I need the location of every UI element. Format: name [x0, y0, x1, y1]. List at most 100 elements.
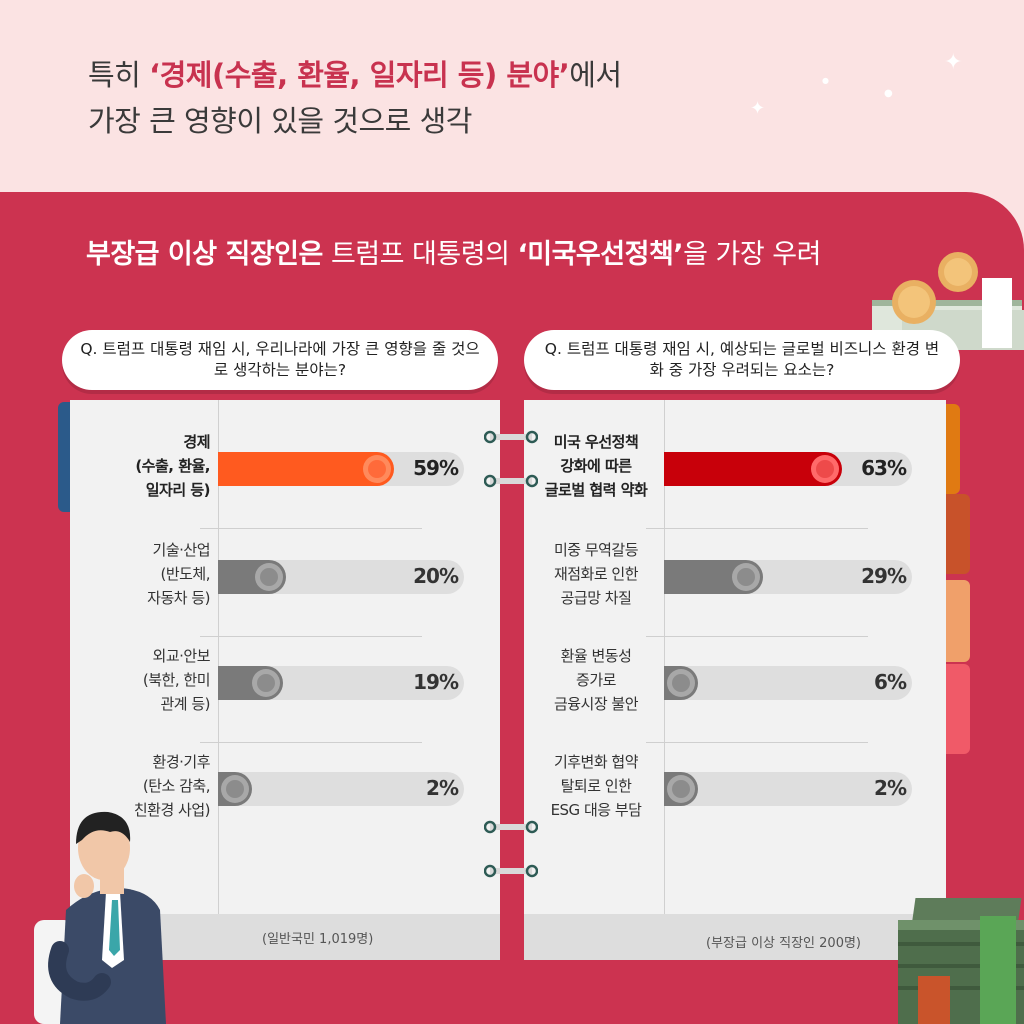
bar-track — [664, 560, 912, 594]
bar-knob — [255, 563, 283, 591]
bar-knob-inner — [226, 780, 244, 798]
subhead-text-end: 을 가장 우려 — [683, 239, 821, 270]
category-label: 경제 (수출, 환율, 일자리 등) — [90, 430, 210, 502]
row-separator — [200, 742, 422, 743]
value-label: 63% — [861, 456, 907, 480]
category-label-line: 강화에 따른 — [560, 457, 632, 475]
right-tab — [946, 664, 970, 754]
bar-track — [664, 666, 912, 700]
category-label-line: 환경·기후 — [152, 753, 211, 771]
category-label-line: (북한, 한미 — [142, 671, 211, 689]
bar-knob-inner — [368, 460, 386, 478]
bar-knob — [811, 455, 839, 483]
category-label-line: 경제 — [183, 433, 210, 451]
category-label-line: 일자리 등) — [145, 481, 211, 499]
category-label-line: 미중 무역갈등 — [553, 541, 639, 559]
binder-ring-icon — [484, 864, 538, 878]
headline-text-end: 에서 — [569, 58, 622, 92]
footnote-left: (일반국민 1,019명) — [262, 932, 374, 947]
money-stack-icon — [898, 898, 1024, 1024]
sparkle-icon: ● — [884, 88, 893, 99]
value-label: 2% — [426, 776, 459, 800]
category-label-line: 금융시장 불안 — [553, 695, 639, 713]
value-label: 19% — [413, 670, 459, 694]
category-label-line: 자동차 등) — [147, 589, 210, 607]
bar-knob — [221, 775, 249, 803]
binder-ring-icon — [484, 430, 538, 444]
businessman-illustration — [34, 811, 166, 1024]
bar-track — [664, 452, 912, 486]
row-separator — [646, 636, 868, 637]
bar-track — [218, 560, 464, 594]
category-label: 환경·기후 (탄소 감축, 친환경 사업) — [90, 750, 211, 822]
value-label: 6% — [874, 670, 907, 694]
category-label-line: ESG 대응 부담 — [550, 801, 642, 819]
subhead-emphasis: ‘미국우선정책’ — [517, 239, 684, 270]
category-label-line: 친환경 사업) — [133, 801, 211, 819]
question-bubble-right: Q. 트럼프 대통령 재임 시, 예상되는 글로벌 비즈니스 환경 변화 중 가… — [524, 330, 960, 390]
bar-knob-inner — [257, 674, 275, 692]
subhead-text: 트럼프 대통령의 — [322, 239, 518, 270]
category-label-line: 외교·안보 — [152, 647, 211, 665]
value-label: 2% — [874, 776, 907, 800]
bar-track — [218, 666, 464, 700]
category-label-line: 환율 변동성 — [560, 647, 632, 665]
row-separator — [200, 636, 422, 637]
category-label-line: (탄소 감축, — [142, 777, 211, 795]
category-label-line: 기술·산업 — [152, 541, 211, 559]
value-label: 59% — [413, 456, 459, 480]
binder-ring-icon — [484, 820, 538, 834]
subhead-bold: 부장급 이상 직장인은 — [86, 239, 323, 270]
headline-emphasis: ‘경제(수출, 환율, 일자리 등) 분야’ — [149, 58, 570, 92]
question-bubble-left: Q. 트럼프 대통령 재임 시, 우리나라에 가장 큰 영향을 줄 것으로 생각… — [62, 330, 498, 390]
right-tab — [946, 580, 970, 662]
headline-line2: 가장 큰 영향이 있을 것으로 생각 — [88, 104, 472, 138]
category-label-line: 증가로 — [576, 671, 616, 689]
bar-knob-inner — [672, 780, 690, 798]
bar-knob-inner — [672, 674, 690, 692]
bar-knob — [667, 775, 695, 803]
headline-text: 특히 — [88, 58, 150, 92]
row-separator — [200, 528, 422, 529]
category-label-line: 공급망 차질 — [560, 589, 632, 607]
subhead: 부장급 이상 직장인은 트럼프 대통령의 ‘미국우선정책’을 가장 우려 — [86, 232, 821, 271]
row-separator — [646, 742, 868, 743]
bar-knob — [252, 669, 280, 697]
bar-knob-inner — [737, 568, 755, 586]
category-label-line: 탈퇴로 인한 — [560, 777, 632, 795]
category-label-line: 미국 우선정책 — [553, 433, 639, 451]
bar-track — [664, 772, 912, 806]
panel-footer — [524, 914, 946, 960]
bar-knob — [363, 455, 391, 483]
right-tab — [946, 494, 970, 574]
footnote-right: (부장급 이상 직장인 200명) — [706, 936, 861, 951]
headline: 특히 ‘경제(수출, 환율, 일자리 등) 분야’에서 가장 큰 영향이 있을 … — [88, 52, 622, 144]
bar-knob-inner — [816, 460, 834, 478]
category-label-line: 관계 등) — [160, 695, 210, 713]
headline-line1: 특히 ‘경제(수출, 환율, 일자리 등) 분야’에서 — [88, 52, 622, 98]
category-label-line: (반도체, — [160, 565, 210, 583]
category-label-line: (수출, 환율, — [135, 457, 210, 475]
category-label-line: 글로벌 협력 약화 — [544, 481, 648, 499]
sparkle-icon: ✦ — [944, 50, 963, 75]
value-label: 20% — [413, 564, 459, 588]
category-label-line: 기후변화 협약 — [553, 753, 639, 771]
value-label: 29% — [861, 564, 907, 588]
right-tab — [946, 404, 960, 494]
bar-knob-inner — [260, 568, 278, 586]
category-label: 기술·산업 (반도체, 자동차 등) — [90, 538, 210, 610]
top-band — [0, 0, 1024, 192]
category-label-line: 재점화로 인한 — [553, 565, 639, 583]
binder-ring-icon — [484, 474, 538, 488]
bar-track — [218, 772, 464, 806]
row-separator — [646, 528, 868, 529]
bar-knob — [732, 563, 760, 591]
sparkle-icon: ✦ — [750, 98, 766, 119]
bar-track — [218, 452, 464, 486]
bar-knob — [667, 669, 695, 697]
